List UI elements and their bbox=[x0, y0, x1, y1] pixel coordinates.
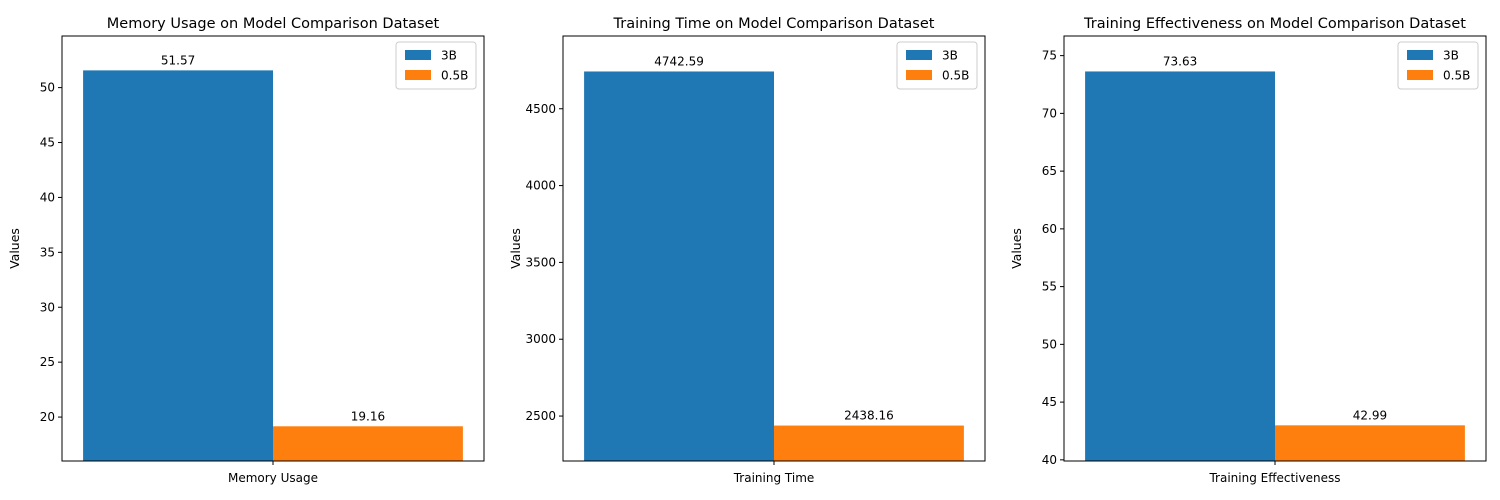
legend-label: 0.5B bbox=[942, 69, 969, 83]
data-label: 42.99 bbox=[1353, 408, 1387, 422]
data-label: 73.63 bbox=[1163, 54, 1197, 68]
data-label: 51.57 bbox=[161, 53, 195, 67]
y-tick-label: 3000 bbox=[525, 332, 556, 346]
chart-title: Training Time on Model Comparison Datase… bbox=[613, 16, 935, 32]
y-tick-label: 50 bbox=[40, 81, 55, 95]
y-tick-label: 4000 bbox=[525, 179, 556, 193]
y-tick-label: 40 bbox=[1042, 453, 1057, 467]
chart-panel-2: Training Effectiveness on Model Comparis… bbox=[1009, 16, 1487, 485]
y-tick-label: 65 bbox=[1042, 164, 1057, 178]
y-tick-label: 45 bbox=[40, 136, 55, 150]
y-tick-label: 30 bbox=[40, 300, 55, 314]
legend-swatch bbox=[1407, 70, 1433, 80]
y-tick-label: 20 bbox=[40, 410, 55, 424]
y-tick-label: 2500 bbox=[525, 409, 556, 423]
legend-swatch bbox=[906, 70, 932, 80]
y-tick-label: 55 bbox=[1042, 280, 1057, 294]
y-tick-label: 45 bbox=[1042, 395, 1057, 409]
legend-label: 3B bbox=[1443, 49, 1459, 63]
legend-swatch bbox=[405, 50, 431, 60]
data-label: 19.16 bbox=[351, 409, 385, 423]
y-axis-label: Values bbox=[508, 228, 523, 269]
legend-swatch bbox=[1407, 50, 1433, 60]
bar-0-5b bbox=[774, 425, 964, 461]
x-tick-label: Training Time bbox=[733, 471, 815, 485]
bar-3b bbox=[584, 71, 774, 461]
x-tick-label: Training Effectiveness bbox=[1208, 471, 1340, 485]
y-tick-label: 70 bbox=[1042, 106, 1057, 120]
legend-swatch bbox=[405, 70, 431, 80]
x-tick-label: Memory Usage bbox=[228, 471, 318, 485]
y-tick-label: 75 bbox=[1042, 49, 1057, 63]
legend-label: 3B bbox=[441, 49, 457, 63]
legend: 3B 0.5B bbox=[1397, 41, 1479, 90]
legend-label: 3B bbox=[942, 49, 958, 63]
y-tick-label: 4500 bbox=[525, 102, 556, 116]
legend-swatch bbox=[906, 50, 932, 60]
bar-0-5b bbox=[273, 426, 463, 461]
y-tick-label: 35 bbox=[40, 245, 55, 259]
bar-3b bbox=[83, 70, 273, 461]
y-tick-label: 40 bbox=[40, 190, 55, 204]
chart-panel-1: Training Time on Model Comparison Datase… bbox=[508, 16, 986, 485]
y-axis-label: Values bbox=[1009, 228, 1024, 269]
y-axis-label: Values bbox=[7, 228, 22, 269]
legend: 3B 0.5B bbox=[395, 41, 477, 90]
y-tick-label: 60 bbox=[1042, 222, 1057, 236]
chart-title: Memory Usage on Model Comparison Dataset bbox=[107, 16, 440, 32]
legend-label: 0.5B bbox=[1443, 69, 1470, 83]
bar-0-5b bbox=[1275, 425, 1465, 461]
y-tick-label: 3500 bbox=[525, 255, 556, 269]
y-tick-label: 25 bbox=[40, 355, 55, 369]
legend: 3B 0.5B bbox=[896, 41, 978, 90]
chart-title: Training Effectiveness on Model Comparis… bbox=[1083, 16, 1466, 32]
chart-panel-0: Memory Usage on Model Comparison Dataset… bbox=[7, 16, 485, 485]
data-label: 2438.16 bbox=[844, 409, 894, 423]
y-tick-label: 50 bbox=[1042, 337, 1057, 351]
legend-label: 0.5B bbox=[441, 69, 468, 83]
bar-3b bbox=[1085, 71, 1275, 461]
data-label: 4742.59 bbox=[654, 54, 704, 68]
